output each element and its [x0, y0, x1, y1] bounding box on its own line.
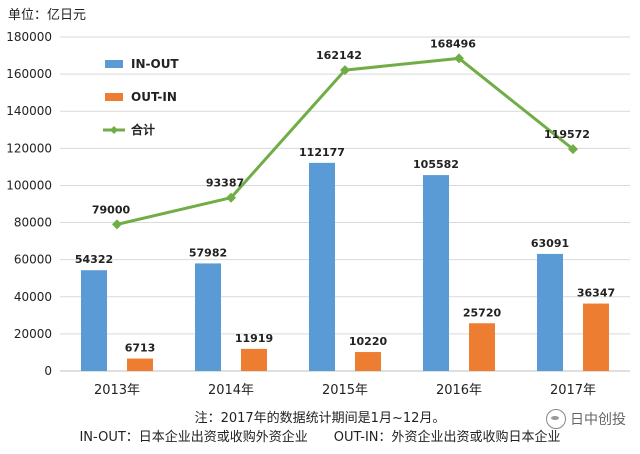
total-value-label: 93387	[206, 177, 244, 190]
axes: 0 20000 40000 60000 80000 100000 120000 140000 1…	[6, 30, 596, 398]
bar-in-out	[537, 253, 563, 371]
bar-out-in	[355, 352, 381, 371]
x-tick-label: 2017年	[550, 383, 596, 398]
footnote-period: 注：2017年的数据统计期间是1月~12月。	[194, 411, 446, 426]
total-point	[340, 65, 350, 76]
bar-out-in	[583, 303, 609, 371]
legend-label: IN-OUT	[131, 57, 179, 71]
total-value-label: 168496	[430, 37, 476, 50]
bar-value-label: 36347	[577, 287, 615, 300]
bar-value-label: 54322	[75, 253, 113, 266]
total-point	[568, 144, 578, 155]
y-tick-label: 20000	[14, 327, 52, 341]
legend-label: OUT-IN	[131, 90, 177, 104]
bar-value-label: 11919	[235, 332, 273, 345]
footnote-definitions: IN-OUT：日本企业出资或收购外资企业 OUT-IN：外资企业出资或收购日本企…	[79, 430, 561, 445]
total-point	[454, 53, 464, 64]
y-tick-label: 160000	[6, 67, 52, 81]
bar-value-label: 25720	[463, 306, 502, 319]
total-line-path	[116, 56, 574, 226]
total-value-label: 119572	[544, 128, 590, 141]
bar-in-out	[195, 263, 221, 371]
unit-label: 单位：亿日元	[8, 8, 86, 23]
y-tick-label: 100000	[6, 178, 52, 192]
legend-label: 合计	[131, 122, 155, 137]
total-value-label: 162142	[316, 49, 362, 62]
bar-in-out	[423, 175, 449, 371]
bar-value-label: 105582	[413, 158, 459, 171]
watermark-text: 日中创投	[570, 412, 626, 428]
y-tick-label: 60000	[14, 253, 52, 267]
bars	[81, 162, 609, 371]
y-tick-label: 180000	[6, 30, 52, 44]
data-labels: 54322 57982 112177 105582 63091 6713 11919 1022…	[75, 37, 615, 354]
legend-marker	[110, 126, 118, 134]
bar-value-label: 63091	[531, 237, 569, 250]
y-tick-label: 40000	[14, 290, 52, 304]
total-point	[112, 219, 122, 230]
legend: IN-OUT OUT-IN 合计	[103, 57, 179, 137]
x-tick-label: 2013年	[94, 383, 140, 398]
bar-out-in	[241, 348, 267, 371]
bar-value-label: 112177	[299, 146, 345, 159]
x-tick-label: 2016年	[436, 383, 482, 398]
bar-out-in	[469, 323, 495, 371]
wechat-icon	[546, 409, 566, 429]
bar-out-in	[127, 358, 153, 371]
watermark: 日中创投	[546, 409, 626, 429]
bar-value-label: 10220	[349, 335, 388, 348]
y-tick-label: 0	[44, 364, 52, 378]
bar-in-out	[81, 270, 107, 371]
total-value-label: 79000	[92, 203, 131, 216]
bar-in-out	[309, 162, 335, 371]
y-tick-label: 120000	[6, 141, 52, 155]
legend-swatch	[105, 60, 123, 68]
bar-value-label: 57982	[189, 246, 227, 259]
total-point	[226, 192, 236, 203]
bar-value-label: 6713	[125, 342, 156, 355]
y-tick-label: 140000	[6, 104, 52, 118]
x-tick-label: 2014年	[208, 383, 254, 398]
legend-swatch	[105, 93, 123, 101]
y-tick-label: 80000	[14, 216, 52, 230]
total-line	[112, 53, 578, 230]
x-tick-label: 2015年	[322, 383, 368, 398]
